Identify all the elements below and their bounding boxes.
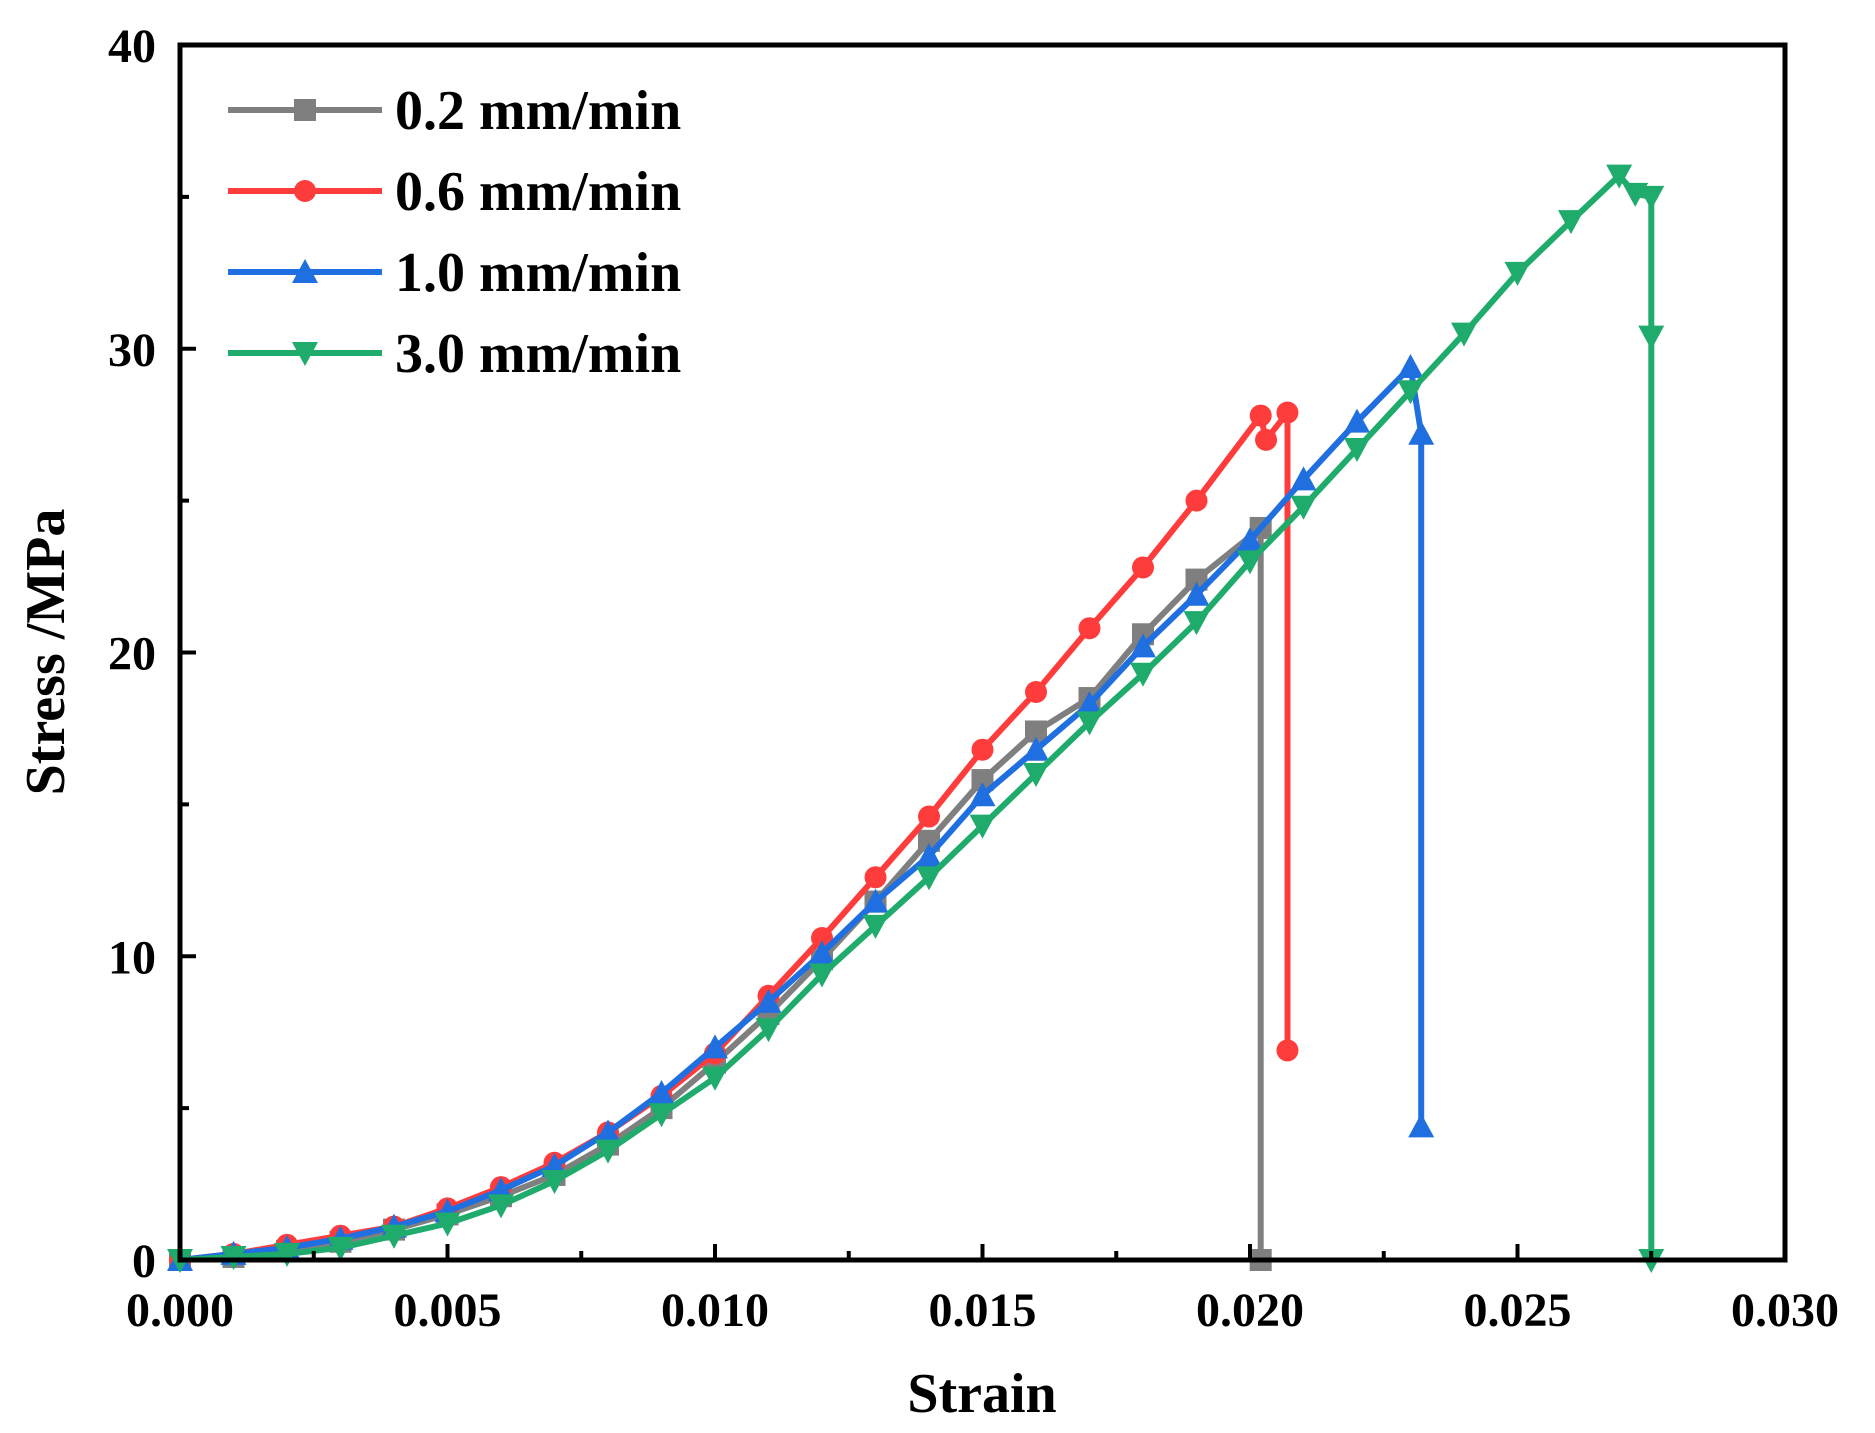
- data-point: [1183, 581, 1210, 606]
- legend-label: 1.0 mm/min: [395, 242, 681, 304]
- legend-entry: 0.6 mm/min: [228, 161, 681, 223]
- data-point: [755, 1018, 782, 1043]
- data-point: [1076, 691, 1103, 716]
- data-point: [327, 1236, 354, 1261]
- axis-layer: 0.000 0.005 0.010 0.015 0.020 0.025 0.030 0 10 20…: [108, 20, 1839, 1337]
- x-tick-label: 0.015: [929, 1284, 1037, 1337]
- series-line: [177, 364, 1425, 1263]
- data-point: [809, 963, 835, 988]
- legend-marker: [292, 342, 318, 366]
- data-point: [434, 1212, 461, 1237]
- y-tick-label: 40: [108, 20, 156, 73]
- x-tick-label: 0.030: [1731, 1284, 1839, 1337]
- data-point: [595, 1139, 621, 1164]
- y-axis-title: Stress /MPa: [15, 509, 77, 796]
- legend-entry: 3.0 mm/min: [228, 323, 681, 385]
- legend-label: 0.2 mm/min: [395, 80, 681, 142]
- data-point: [864, 866, 887, 889]
- data-point: [969, 814, 996, 839]
- data-point: [969, 782, 996, 807]
- data-point: [916, 843, 942, 868]
- data-point: [381, 1224, 407, 1249]
- data-point: [862, 888, 889, 913]
- data-point: [1023, 763, 1049, 787]
- data-point: [1344, 437, 1370, 462]
- data-point: [862, 914, 889, 939]
- data-point: [1408, 1113, 1435, 1138]
- data-point: [595, 1119, 621, 1144]
- data-point: [811, 927, 833, 950]
- data-point: [809, 940, 835, 965]
- data-point: [916, 866, 942, 891]
- data-point: [1397, 380, 1424, 405]
- legend-entry: 0.2 mm/min: [228, 80, 681, 142]
- data-point: [1504, 261, 1531, 286]
- x-tick-label: 0.000: [126, 1284, 234, 1337]
- x-tick-label: 0.020: [1196, 1284, 1304, 1337]
- data-point: [274, 1242, 300, 1267]
- data-point: [1076, 711, 1103, 736]
- series-3: [167, 353, 1435, 1271]
- series-line: [177, 172, 1655, 1263]
- data-point: [1638, 185, 1665, 210]
- data-point: [1237, 527, 1263, 552]
- data-point: [1183, 611, 1210, 636]
- data-point: [1130, 633, 1156, 658]
- legend-label: 0.6 mm/min: [395, 161, 681, 223]
- data-point: [1606, 164, 1633, 189]
- data-point: [1023, 736, 1049, 761]
- data-point: [971, 738, 994, 761]
- legend-label: 3.0 mm/min: [395, 323, 681, 385]
- x-tick-label: 0.025: [1464, 1284, 1572, 1337]
- legend-marker: [294, 99, 316, 121]
- data-point: [702, 1066, 728, 1091]
- x-axis-title: Strain: [907, 1363, 1056, 1425]
- data-point: [1397, 353, 1424, 378]
- data-point: [755, 988, 782, 1013]
- data-point: [1025, 720, 1047, 743]
- data-point: [1237, 550, 1263, 575]
- data-point: [1185, 489, 1208, 512]
- series-layer: [167, 164, 1665, 1273]
- data-point: [1255, 428, 1278, 451]
- data-point: [1130, 662, 1156, 687]
- legend-entry: 1.0 mm/min: [228, 242, 681, 304]
- data-point: [1408, 420, 1435, 445]
- legend: 0.2 mm/min 0.6 mm/min 1.0 mm/min 3.0 mm/min: [228, 80, 681, 385]
- data-point: [1290, 466, 1317, 491]
- y-tick-label: 0: [132, 1235, 156, 1288]
- data-point: [918, 805, 940, 828]
- legend-marker: [294, 180, 316, 202]
- series-line: [177, 409, 1291, 1263]
- data-point: [648, 1103, 675, 1128]
- y-tick-label: 30: [108, 324, 156, 377]
- y-tick-label: 10: [108, 931, 156, 984]
- series-1: [169, 516, 1272, 1271]
- data-point: [488, 1194, 514, 1219]
- data-point: [1290, 495, 1317, 520]
- plot-frame: [177, 42, 1788, 1263]
- data-point: [1078, 617, 1101, 640]
- data-point: [648, 1079, 675, 1104]
- x-tick-label: 0.010: [661, 1284, 769, 1337]
- series-2: [169, 401, 1299, 1271]
- data-point: [1025, 680, 1047, 703]
- data-point: [702, 1034, 728, 1059]
- x-tick-label: 0.005: [394, 1284, 502, 1337]
- data-point: [1276, 401, 1299, 424]
- legend-marker: [292, 259, 318, 283]
- data-point: [1344, 408, 1370, 433]
- series-line: [177, 525, 1264, 1263]
- data-point: [1249, 404, 1272, 427]
- data-point: [1451, 322, 1477, 347]
- data-point: [541, 1170, 568, 1195]
- y-tick-label: 20: [108, 628, 156, 681]
- data-point: [1638, 325, 1665, 350]
- data-point: [1558, 210, 1584, 235]
- data-point: [1276, 1039, 1299, 1062]
- data-point: [971, 769, 994, 792]
- series-4: [167, 164, 1665, 1273]
- data-point: [1132, 556, 1154, 579]
